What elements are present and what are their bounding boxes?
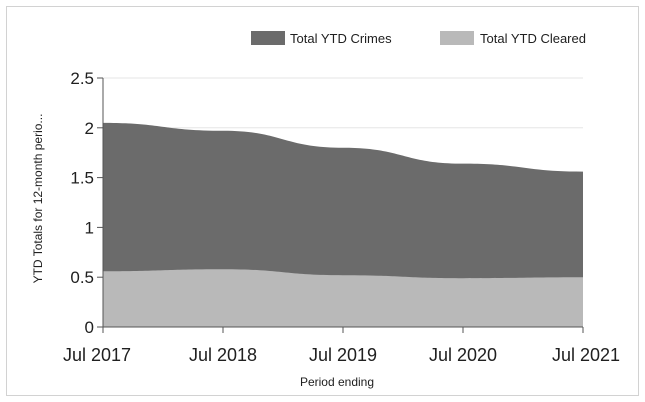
legend: Total YTD Crimes Total YTD Cleared <box>251 31 586 46</box>
x-ticks: Jul 2017 Jul 2018 Jul 2019 Jul 2020 Jul 2021 <box>63 327 620 365</box>
area-total-ytd-cleared <box>103 269 583 327</box>
y-axis-label: YTD Totals for 12-month perio... <box>31 114 45 284</box>
area-series <box>103 122 583 327</box>
x-tick-label: Jul 2017 <box>63 345 131 365</box>
y-tick-label: 1.5 <box>70 169 94 188</box>
y-ticks: 0 0.5 1 1.5 2 2.5 <box>70 69 103 337</box>
y-tick-label: 0 <box>85 318 94 337</box>
y-tick-label: 2 <box>85 119 94 138</box>
legend-label-total-ytd-cleared: Total YTD Cleared <box>480 31 586 46</box>
legend-swatch-total-ytd-crimes <box>251 31 285 45</box>
y-tick-label: 2.5 <box>70 69 94 88</box>
x-axis-label: Period ending <box>300 375 374 389</box>
legend-label-total-ytd-crimes: Total YTD Crimes <box>290 31 392 46</box>
y-tick-label: 0.5 <box>70 268 94 287</box>
y-tick-label: 1 <box>85 218 94 237</box>
x-tick-label: Jul 2020 <box>429 345 497 365</box>
legend-swatch-total-ytd-cleared <box>440 31 474 45</box>
x-tick-label: Jul 2021 <box>552 345 620 365</box>
x-tick-label: Jul 2018 <box>189 345 257 365</box>
x-tick-label: Jul 2019 <box>309 345 377 365</box>
